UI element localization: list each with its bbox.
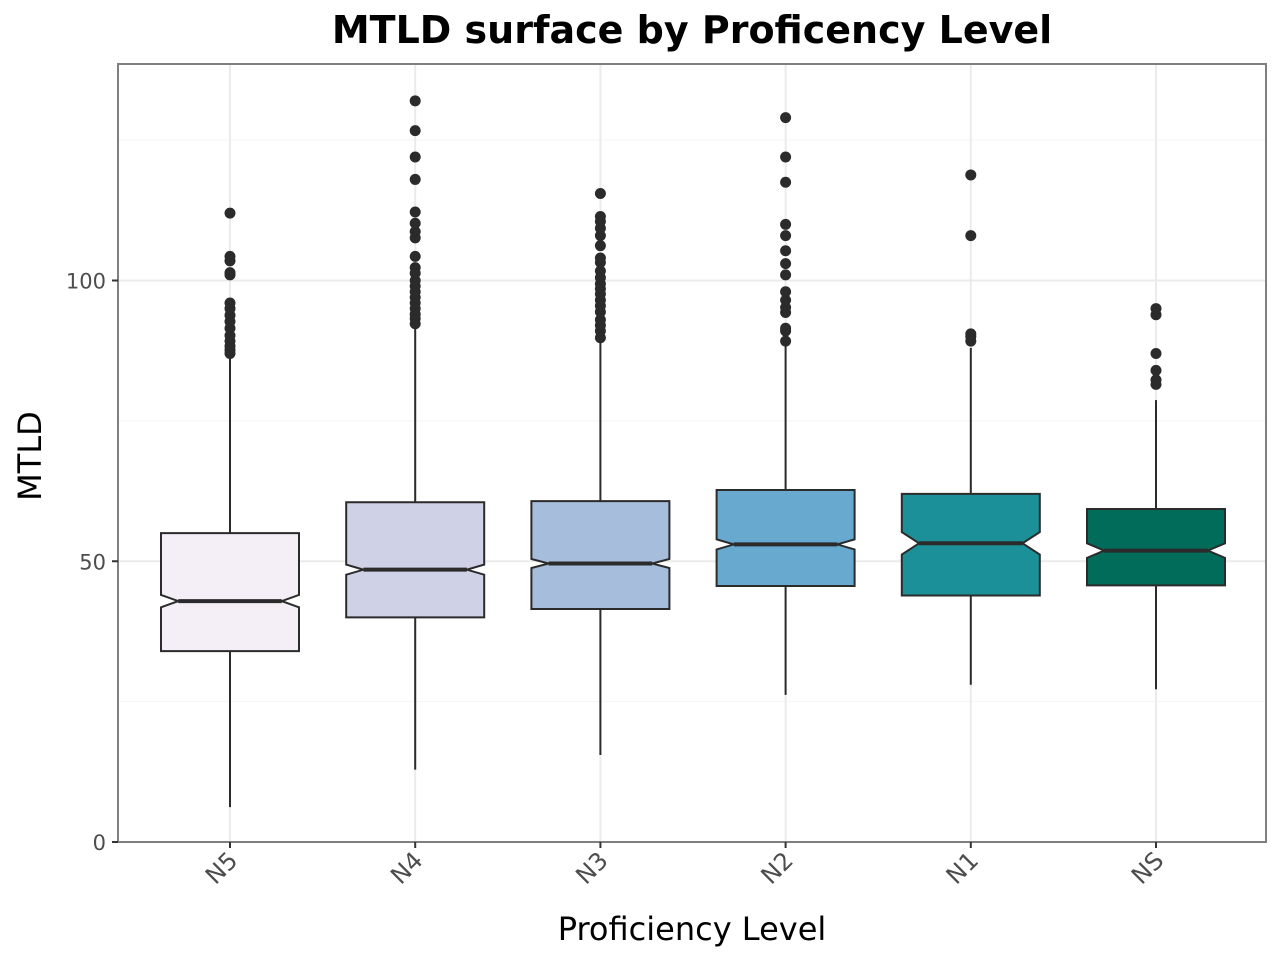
outlier-point [780, 176, 792, 188]
outlier-point [780, 151, 792, 163]
x-tick-label: N2 [756, 846, 799, 889]
outlier-point [1150, 303, 1162, 315]
outlier-point [409, 206, 421, 218]
outlier-point [780, 230, 792, 242]
outlier-point [594, 210, 606, 222]
x-axis-title: Proficiency Level [558, 910, 827, 948]
outlier-point [409, 151, 421, 163]
outlier-point [594, 240, 606, 252]
box-n1 [900, 169, 1041, 685]
box-n2 [715, 112, 856, 695]
outlier-point [780, 245, 792, 257]
outlier-point [224, 250, 236, 262]
outlier-point [409, 95, 421, 107]
box-body [345, 501, 486, 619]
outlier-point [780, 286, 792, 298]
outlier-point [965, 328, 977, 340]
outlier-point [780, 258, 792, 270]
outlier-point [1150, 347, 1162, 359]
outlier-point [780, 218, 792, 230]
y-tick-label: 100 [66, 270, 106, 294]
outlier-point [594, 252, 606, 264]
outlier-point [780, 335, 792, 347]
outlier-point [224, 297, 236, 309]
box-body [530, 500, 671, 610]
y-tick-label: 50 [79, 550, 106, 574]
outlier-point [965, 230, 977, 242]
outlier-point [224, 207, 236, 219]
x-tick-label: N1 [941, 846, 984, 889]
box-n5 [160, 207, 300, 808]
outlier-point [780, 269, 792, 281]
outlier-point [409, 217, 421, 229]
x-tick-label: NS [1126, 846, 1169, 889]
outlier-point [409, 226, 421, 238]
box-body [1086, 508, 1226, 587]
outlier-point [965, 169, 977, 181]
outlier-point [780, 112, 792, 124]
y-axis-title: MTLD [11, 411, 49, 501]
outlier-point [594, 265, 606, 277]
y-tick-label: 0 [93, 831, 106, 855]
outlier-point [224, 267, 236, 279]
outlier-point [594, 314, 606, 326]
gridlines [118, 64, 1266, 843]
chart-title: MTLD surface by Proficency Level [332, 8, 1052, 52]
outlier-point [409, 262, 421, 274]
box-body [160, 532, 300, 653]
outlier-point [409, 173, 421, 185]
outlier-point [780, 322, 792, 334]
outlier-point [409, 250, 421, 262]
box-ns [1086, 303, 1226, 690]
outlier-point [594, 187, 606, 199]
x-tick-label: N5 [200, 846, 243, 889]
x-tick-label: N4 [385, 846, 428, 889]
boxes [160, 95, 1226, 808]
box-n4 [345, 95, 486, 770]
x-tick-label: N3 [570, 846, 613, 889]
outlier-point [780, 294, 792, 306]
outlier-point [409, 125, 421, 137]
box-body [715, 488, 856, 587]
outlier-point [1150, 364, 1162, 376]
box-n3 [530, 187, 671, 755]
outlier-point [1150, 374, 1162, 386]
plot-panel-border [117, 63, 1267, 843]
